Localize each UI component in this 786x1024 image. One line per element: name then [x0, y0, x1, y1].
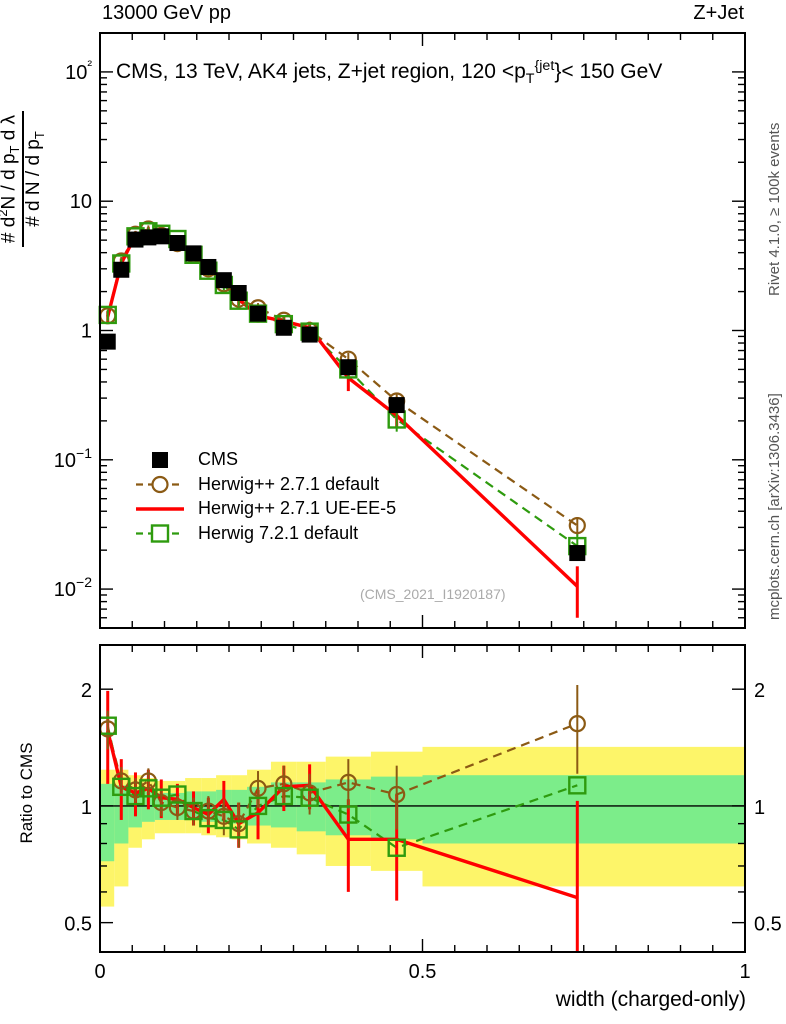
marker-cms	[169, 235, 186, 252]
ratio-panel-frame	[99, 644, 746, 953]
marker-herwigpp-default	[568, 516, 586, 535]
ratio-marker-herwig721-default	[274, 786, 294, 806]
analysis-id-watermark: (CMS_2021_I1920187)	[360, 586, 506, 602]
legend-marker-0	[152, 452, 168, 468]
ratio-marker-herwig721-default	[300, 788, 319, 807]
ratio-y-tick-label-right: 1	[754, 797, 765, 819]
legend-marker-3	[150, 524, 170, 543]
ratio-marker-herwig721-default	[339, 805, 358, 824]
marker-cms	[153, 228, 170, 245]
ratio-y-tick-label-right: 0.5	[754, 914, 782, 936]
header-beam-energy: 13000 GeV pp	[102, 2, 231, 24]
x-tick-label: 0.5	[409, 961, 437, 983]
ratio-marker-herwig721-default	[100, 716, 117, 735]
y-tick-label: 10	[70, 191, 92, 213]
marker-cms	[230, 285, 247, 302]
plot-title: CMS, 13 TeV, AK4 jets, Z+jet region, 120…	[116, 58, 663, 88]
y-axis-title: # d2N / d pT d λ # d N / d pT	[0, 34, 46, 324]
ratio-line-herwig721-default	[106, 725, 578, 849]
header-process: Z+Jet	[693, 2, 744, 24]
marker-cms	[200, 258, 217, 275]
marker-cms	[127, 231, 144, 248]
y-tick-label: 10−2	[54, 574, 92, 601]
ratio-y-tick-label: 1	[81, 797, 92, 819]
ratio-y-tick-label-right: 2	[754, 680, 765, 702]
ratio-marker-herwigpp-default	[388, 785, 406, 804]
marker-cms	[99, 333, 116, 350]
ratio-marker-herwig721-default	[112, 777, 131, 797]
ratio-marker-herwigpp-default	[249, 779, 267, 797]
mcplots-reference-label: mcplots.cern.ch [arXiv:1306.3436]	[766, 393, 783, 620]
ratio-marker-herwig721-default	[139, 779, 158, 798]
ratio-band-inner	[100, 783, 115, 862]
marker-cms	[185, 245, 202, 262]
ratio-y-tick-label: 2	[81, 680, 92, 702]
ratio-marker-herwig721-default	[568, 776, 587, 795]
x-axis-title: width (charged-only)	[555, 988, 746, 1011]
ratio-marker-herwigpp-default	[568, 715, 586, 733]
marker-cms	[275, 319, 292, 336]
ratio-axis-title: Ratio to CMS	[14, 718, 40, 868]
ratio-y-tick-label: 0.5	[64, 914, 92, 936]
ratio-marker-herwig721-default	[229, 820, 248, 839]
y-tick-label: 1	[81, 321, 92, 343]
legend-marker-1	[151, 475, 169, 494]
marker-cms	[301, 326, 318, 343]
ratio-band-inner	[422, 775, 745, 844]
marker-cms	[340, 359, 357, 376]
marker-cms	[250, 305, 267, 322]
y-tick-label: 10−1	[54, 445, 92, 472]
main-panel-frame	[99, 32, 746, 629]
legend-label-0: CMS	[198, 449, 238, 469]
legend-label-1: Herwig++ 2.7.1 default	[198, 473, 380, 494]
ratio-marker-herwigpp-default	[339, 773, 357, 791]
x-tick-label: 0	[94, 961, 105, 983]
ratio-marker-herwig721-default	[248, 796, 268, 816]
marker-cms	[215, 272, 232, 289]
marker-cms	[140, 229, 157, 246]
legend-label-3: Herwig 7.2.1 default	[198, 522, 359, 543]
ratio-axis-title-text: Ratio to CMS	[17, 742, 36, 844]
rivet-version-label: Rivet 4.1.0, ≥ 100k events	[766, 122, 783, 296]
ratio-marker-herwig721-default	[387, 838, 406, 857]
legend-label-2: Herwig++ 2.7.1 UE-EE-5	[198, 498, 397, 518]
ratio-marker-herwig721-default	[214, 810, 234, 830]
ratio-marker-herwigpp-default	[275, 775, 293, 793]
marker-cms	[569, 545, 586, 562]
x-tick-label: 1	[739, 961, 750, 983]
marker-cms	[113, 261, 130, 278]
ratio-marker-herwig721-default	[168, 785, 187, 804]
marker-cms	[388, 397, 405, 414]
y-tick-label: 10²	[65, 57, 92, 84]
